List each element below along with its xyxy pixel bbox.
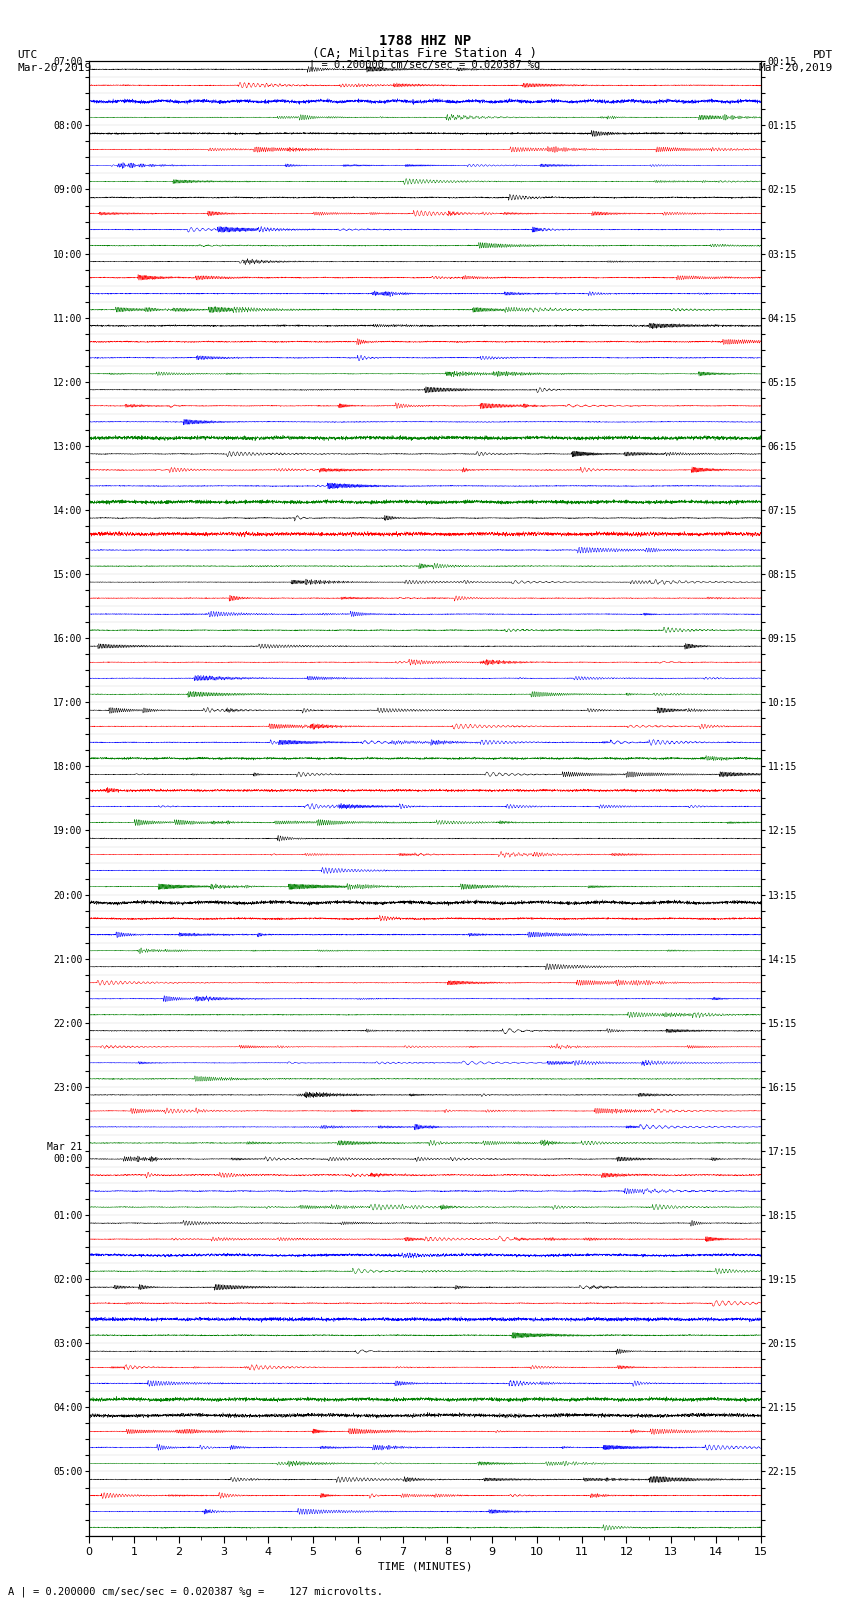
X-axis label: TIME (MINUTES): TIME (MINUTES): [377, 1561, 473, 1571]
Text: Mar-20,2019: Mar-20,2019: [759, 63, 833, 73]
Text: | = 0.200000 cm/sec/sec = 0.020387 %g: | = 0.200000 cm/sec/sec = 0.020387 %g: [309, 60, 541, 71]
Text: 1788 HHZ NP: 1788 HHZ NP: [379, 34, 471, 48]
Text: PDT: PDT: [813, 50, 833, 60]
Text: A | = 0.200000 cm/sec/sec = 0.020387 %g =    127 microvolts.: A | = 0.200000 cm/sec/sec = 0.020387 %g …: [8, 1586, 383, 1597]
Text: (CA; Milpitas Fire Station 4 ): (CA; Milpitas Fire Station 4 ): [313, 47, 537, 60]
Text: UTC: UTC: [17, 50, 37, 60]
Text: Mar-20,2019: Mar-20,2019: [17, 63, 91, 73]
